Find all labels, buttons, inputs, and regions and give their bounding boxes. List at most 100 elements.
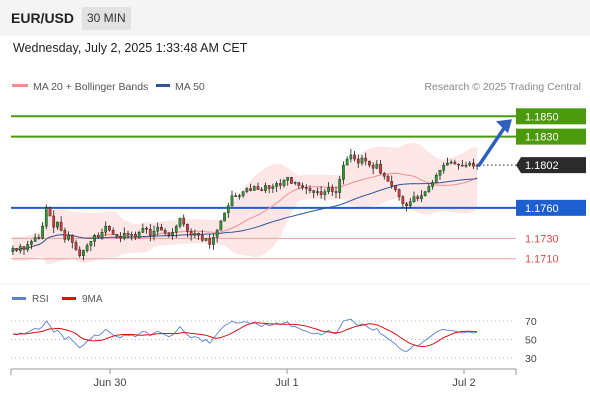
candle	[405, 201, 408, 212]
candle-body-down	[63, 230, 67, 240]
candle-body-up	[438, 170, 442, 176]
candle	[33, 233, 37, 242]
candle-body-up	[130, 234, 134, 236]
candle	[44, 204, 48, 230]
candle	[353, 150, 356, 162]
candle	[111, 227, 115, 235]
candle-body-down	[397, 189, 401, 197]
candle-body-up	[18, 246, 22, 251]
candle-body-down	[390, 181, 394, 186]
level-label-1.1830: 1.1830	[525, 132, 559, 144]
candle	[89, 240, 93, 252]
candle-body-down	[186, 223, 189, 232]
ma50-legend-swatch	[156, 84, 170, 87]
candle	[330, 184, 334, 196]
candle	[96, 232, 100, 239]
ma20-legend-swatch	[12, 84, 28, 87]
candle	[449, 159, 453, 165]
candle-body-down	[472, 162, 475, 167]
candle	[115, 233, 119, 239]
rsi-legend-swatch	[12, 297, 26, 300]
candle	[397, 188, 401, 201]
candle	[226, 202, 230, 218]
timeframe-badge[interactable]: 30 MIN	[82, 7, 131, 30]
candle	[394, 185, 397, 192]
candle-body-up	[275, 183, 278, 187]
candle	[323, 188, 327, 201]
candle	[70, 234, 74, 249]
candle-body-up	[33, 237, 37, 242]
candle-body-down	[379, 163, 382, 174]
candle	[126, 230, 130, 239]
rsi-level-label-70: 70	[525, 316, 537, 328]
candle-body-down	[301, 185, 304, 188]
time-axis: Jun 30 Jul 1 Jul 2	[10, 368, 517, 389]
candle-body-down	[37, 237, 41, 239]
candle-body-up	[408, 201, 412, 207]
candle	[163, 228, 167, 236]
bollinger-band-fill	[12, 142, 478, 265]
candle-body-up	[345, 158, 349, 166]
candle	[364, 152, 368, 166]
candle	[160, 223, 163, 231]
candle	[200, 229, 204, 243]
candle	[278, 179, 282, 190]
candle	[245, 187, 249, 194]
candle-body-up	[449, 161, 453, 164]
candle-body-up	[238, 195, 241, 197]
rsi-ma-legend-swatch	[62, 297, 76, 300]
candle-body-up	[427, 186, 431, 192]
candle	[223, 212, 226, 222]
level-label-1.1710: 1.1710	[525, 254, 559, 266]
candle	[171, 228, 174, 240]
candle-body-down	[319, 191, 323, 195]
rsi-legend: RSI 9MA	[12, 294, 103, 305]
candle-body-up	[141, 227, 145, 233]
candle-body-up	[67, 235, 70, 240]
candle	[319, 186, 323, 199]
candle-body-up	[464, 164, 468, 167]
candle	[349, 149, 353, 163]
candle	[141, 223, 145, 234]
candle	[382, 172, 386, 180]
candle-body-down	[108, 225, 111, 231]
candle	[230, 190, 234, 207]
candle-body-down	[278, 183, 282, 186]
candle	[56, 221, 59, 230]
candle-body-up	[44, 207, 48, 227]
candle-body-up	[223, 212, 226, 222]
candle-body-down	[364, 157, 368, 162]
candle	[78, 246, 82, 258]
rsi-ma-line	[12, 322, 478, 348]
candle-body-down	[457, 163, 460, 166]
level-label-1.1730: 1.1730	[525, 233, 559, 245]
target-arrow-shaft	[477, 123, 508, 167]
candle-body-down	[260, 189, 264, 191]
candle-body-up	[264, 185, 267, 191]
candle-body-up	[122, 233, 126, 239]
candle	[267, 185, 271, 194]
ma20-legend-label: MA 20 + Bollinger Bands	[33, 81, 148, 93]
candle	[379, 159, 382, 175]
candle-body-up	[89, 241, 93, 246]
candle	[252, 185, 256, 191]
rsi-legend-label: RSI	[32, 294, 49, 305]
candle-body-down	[334, 191, 338, 193]
candle-body-down	[52, 215, 56, 228]
ma50-line	[12, 178, 478, 251]
candle-body-down	[96, 235, 100, 238]
candle	[264, 182, 267, 194]
candle	[271, 183, 275, 194]
copyright-text: Research © 2025 Trading Central	[424, 81, 581, 93]
candle	[119, 232, 122, 243]
candle	[234, 192, 238, 197]
level-tag-1.1850	[516, 108, 586, 125]
candle-body-down	[115, 234, 119, 237]
x-tick-label: Jun 30	[93, 377, 126, 389]
candle-body-down	[386, 176, 390, 182]
candle	[186, 223, 189, 238]
candle-body-down	[182, 217, 186, 225]
candle-body-up	[323, 191, 327, 195]
candle	[134, 231, 137, 241]
candle	[371, 162, 375, 175]
